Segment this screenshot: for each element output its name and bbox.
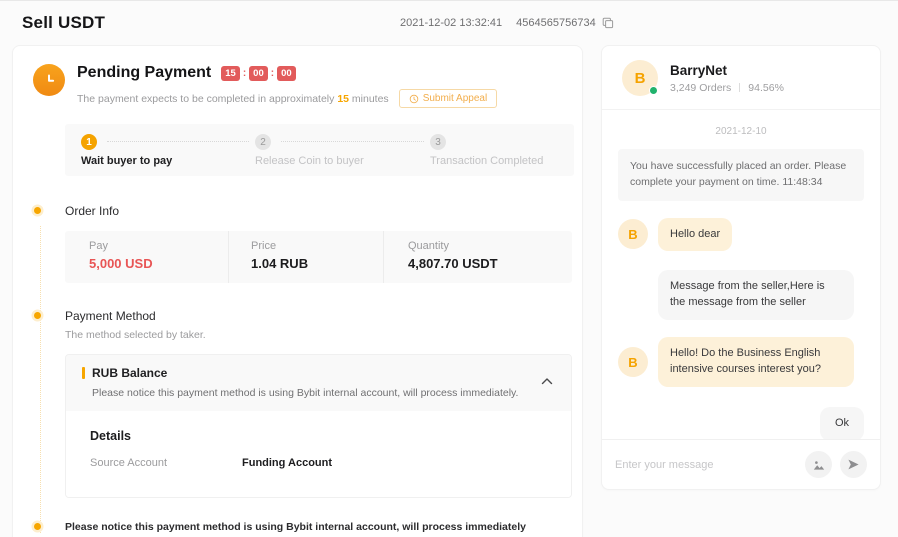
order-info-box: Pay 5,000 USD Price 1.04 RUB Quantity 4,… [65, 231, 572, 283]
countdown-millis: 00 [277, 65, 296, 81]
system-message: You have successfully placed an order. P… [618, 149, 864, 201]
source-account-row: Source Account Funding Account [90, 457, 571, 469]
chat-message-plain: Message from the seller,Here is the mess… [658, 270, 854, 321]
main-layout: Pending Payment 15 : 00 : 00 The payment… [0, 45, 898, 537]
orders-count: 3,249 Orders [670, 81, 732, 94]
chat-input-bar [602, 439, 880, 489]
countdown-seconds: 00 [249, 65, 268, 81]
attach-image-button[interactable] [805, 451, 832, 478]
payment-method-details: Details Source Account Funding Account [66, 411, 571, 497]
message-bubble: Hello! Do the Business English intensive… [658, 337, 854, 388]
message-bubble: Hello dear [658, 217, 733, 252]
order-info-section: Order Info Pay 5,000 USD Price 1.04 RUB … [13, 204, 582, 283]
online-status-dot [649, 86, 658, 95]
timeline-bullet [34, 207, 41, 214]
source-account-label: Source Account [90, 457, 168, 469]
step-3-circle: 3 [430, 134, 446, 150]
details-title: Details [90, 429, 131, 443]
payment-method-card: RUB Balance Please notice this payment m… [65, 354, 572, 498]
order-id: 4564565756734 [516, 17, 596, 29]
order-detail-panel: Pending Payment 15 : 00 : 00 The payment… [12, 45, 583, 537]
timeline-dotted-line [40, 226, 41, 534]
step-2-label: Release Coin to buyer [255, 155, 364, 167]
chat-panel: B BarryNet 3,249 Orders 94.56% 2021-12-1… [601, 45, 881, 490]
stats-divider [739, 83, 741, 92]
payment-method-subtitle: The method selected by taker. [65, 329, 206, 341]
quantity-value: 4,807.70 USDT [408, 256, 498, 271]
chat-header: B BarryNet 3,249 Orders 94.56% [602, 46, 880, 110]
page-header: Sell USDT 2021-12-02 13:32:41 4564565756… [0, 1, 898, 45]
timeline-bullet [34, 312, 41, 319]
send-message-button[interactable] [840, 451, 867, 478]
chat-message-input[interactable] [615, 458, 797, 471]
step-2-circle: 2 [255, 134, 271, 150]
order-timeline: Order Info Pay 5,000 USD Price 1.04 RUB … [13, 204, 582, 537]
payment-method-title: Payment Method [65, 309, 156, 323]
send-icon [848, 459, 859, 470]
message-avatar: B [618, 219, 648, 250]
clock-icon [33, 64, 65, 96]
message-avatar: B [618, 347, 648, 378]
chevron-up-icon[interactable] [541, 377, 553, 385]
notice-section: Please notice this payment method is usi… [13, 520, 582, 537]
minutes-highlight: 15 [337, 92, 349, 105]
page-title: Sell USDT [22, 13, 106, 32]
pending-payment-header: Pending Payment 15 : 00 : 00 The payment… [13, 46, 582, 108]
pending-subtitle: The payment expects to be completed in a… [77, 92, 389, 105]
chat-message-list: 2021-12-10 You have successfully placed … [602, 110, 880, 439]
pay-value: 5,000 USD [89, 256, 153, 271]
chat-message-incoming: B Hello dear [618, 217, 864, 252]
orange-accent-bar [82, 367, 85, 379]
quantity-field: Quantity 4,807.70 USDT [383, 231, 572, 283]
completion-rate: 94.56% [748, 81, 784, 94]
price-field: Price 1.04 RUB [228, 231, 383, 283]
order-meta: 2021-12-02 13:32:41 4564565756734 [400, 17, 614, 29]
source-account-value: Funding Account [242, 457, 333, 469]
countdown-minutes: 15 [221, 65, 240, 81]
pending-payment-title: Pending Payment [77, 64, 212, 81]
chat-message-incoming: B Hello! Do the Business English intensi… [618, 337, 864, 388]
step-connector [281, 141, 424, 142]
counterparty-avatar: B [622, 60, 658, 96]
order-info-title: Order Info [65, 204, 120, 218]
copy-icon[interactable] [602, 17, 614, 29]
timeline-bullet [34, 523, 41, 530]
step-1-label: Wait buyer to pay [81, 155, 173, 167]
step-3-label: Transaction Completed [430, 155, 544, 167]
price-value: 1.04 RUB [251, 256, 309, 271]
payment-method-header: RUB Balance Please notice this payment m… [66, 355, 571, 411]
message-bubble: Ok [819, 407, 864, 439]
payment-notice: Please notice this payment method is usi… [65, 521, 526, 537]
pay-field: Pay 5,000 USD [65, 231, 228, 283]
appeal-clock-icon [409, 94, 418, 103]
payment-method-note: Please notice this payment method is usi… [92, 387, 519, 399]
chat-date: 2021-12-10 [715, 126, 767, 137]
image-icon [813, 460, 824, 470]
chat-message-outgoing: Ok [618, 407, 864, 439]
payment-method-section: Payment Method The method selected by ta… [13, 309, 582, 498]
submit-appeal-button[interactable]: Submit Appeal [398, 89, 498, 108]
counterparty-name: BarryNet [670, 62, 728, 78]
step-1-circle: 1 [81, 134, 97, 150]
payment-method-name: RUB Balance [92, 366, 168, 380]
countdown-timer: 15 : 00 : 00 [221, 65, 296, 81]
counterparty-stats: 3,249 Orders 94.56% [670, 82, 784, 94]
step-connector [107, 141, 249, 142]
order-timestamp: 2021-12-02 13:32:41 [400, 17, 503, 29]
progress-steps: 1 2 3 Wait buyer to pay Release Coin to … [65, 124, 574, 176]
